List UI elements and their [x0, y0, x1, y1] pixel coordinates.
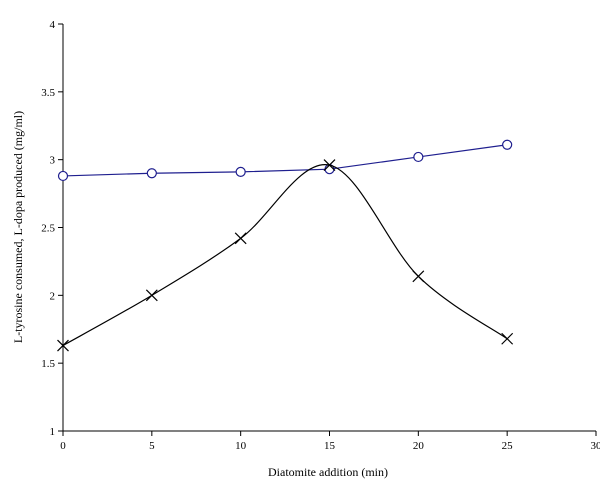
y-tick-label: 1.5 [41, 358, 55, 370]
y-tick-label: 4 [50, 19, 56, 31]
y-tick-label: 3.5 [41, 87, 55, 99]
series-1-point [502, 139, 513, 150]
y-tick-label: 1 [50, 426, 56, 438]
series-2-point [501, 332, 514, 345]
series-1-point [57, 170, 69, 182]
axes [62, 24, 596, 432]
x-marker-stroke [57, 339, 69, 352]
series-2-point [412, 270, 425, 283]
series-layer [57, 139, 514, 352]
x-tick-label: 20 [413, 440, 425, 452]
series-2-point [145, 289, 158, 302]
y-axis-title: L-tyrosine consumed, L-dopa produced (mg… [11, 111, 25, 343]
series-1-point [235, 166, 246, 177]
x-marker-stroke [234, 232, 247, 245]
x-marker-stroke [323, 159, 336, 172]
series-1-point [413, 151, 424, 163]
series-2-point [234, 232, 247, 245]
series-1-point [146, 168, 157, 179]
x-tick-label: 25 [502, 440, 514, 452]
series-2-point [323, 159, 336, 172]
x-axis-title: Diatomite addition (min) [268, 465, 388, 479]
x-tick-label: 30 [591, 440, 600, 452]
y-tick-label: 2 [50, 290, 56, 302]
ticks: 1 1.5 2 2.5 3 3.5 4 0 5 10 15 20 25 30 [41, 19, 600, 452]
y-tick-label: 2.5 [41, 223, 55, 235]
series-1-line [62, 144, 508, 177]
x-marker-stroke [412, 270, 425, 283]
y-tick-label: 3 [50, 155, 56, 167]
x-marker-stroke [501, 332, 514, 345]
x-tick-label: 0 [60, 440, 66, 452]
x-tick-label: 15 [324, 440, 336, 452]
x-marker-stroke [145, 289, 158, 302]
series-2-line [62, 164, 508, 347]
x-tick-label: 5 [149, 440, 155, 452]
series-2-point [57, 339, 69, 352]
x-tick-label: 10 [235, 440, 247, 452]
